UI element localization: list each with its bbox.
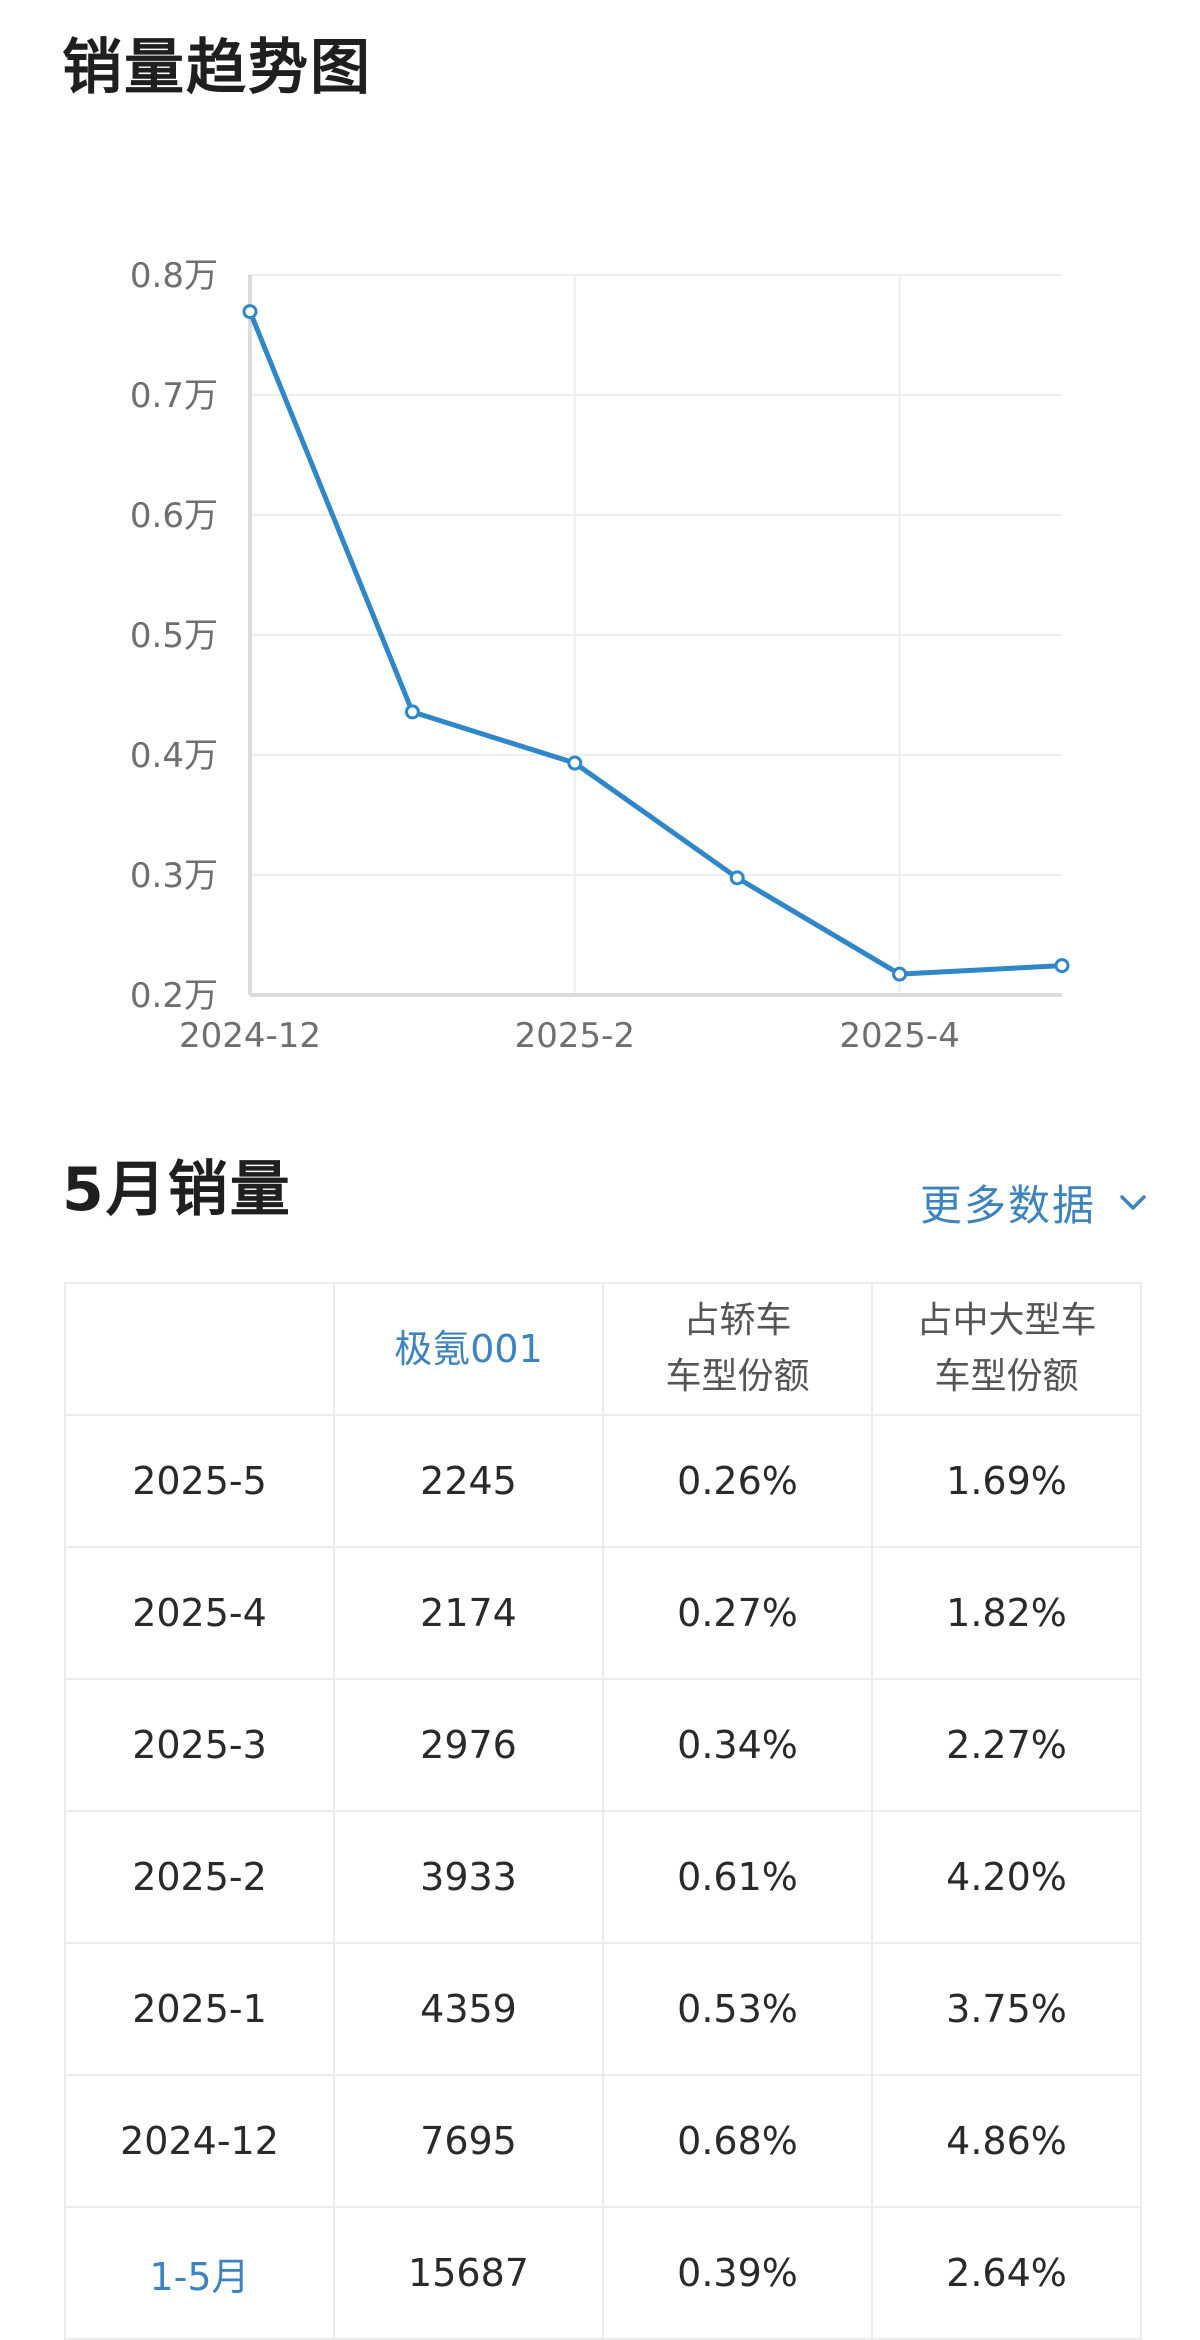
sedan-share-cell: 0.53% xyxy=(602,1942,873,2076)
month-cell: 2025-5 xyxy=(64,1414,335,1548)
y-tick-label: 0.4万 xyxy=(130,736,218,776)
table-row: 2025-3 2976 0.34% 2.27% xyxy=(64,1678,1142,1812)
more-data-dropdown[interactable]: 更多数据 xyxy=(920,1172,1148,1233)
series-line xyxy=(247,309,1065,977)
sales-cell: 4359 xyxy=(333,1942,604,2076)
large-car-share-cell: 4.20% xyxy=(871,1810,1142,1944)
data-point xyxy=(729,870,745,886)
sedan-share-cell: 0.34% xyxy=(602,1678,873,1812)
month-cell: 2025-3 xyxy=(64,1678,335,1812)
table-row: 2025-1 4359 0.53% 3.75% xyxy=(64,1942,1142,2076)
data-point xyxy=(404,704,420,720)
data-point xyxy=(567,755,583,771)
header-line: 车型份额 xyxy=(665,1356,810,1397)
sedan-share-cell: 0.26% xyxy=(602,1414,873,1548)
month-cell: 2025-2 xyxy=(64,1810,335,1944)
y-tick-label: 0.8万 xyxy=(130,256,218,296)
total-large-car-share-cell: 2.64% xyxy=(871,2206,1142,2340)
month-cell: 2025-1 xyxy=(64,1942,335,2076)
header-line: 车型份额 xyxy=(934,1356,1079,1397)
large-car-share-cell: 1.82% xyxy=(871,1546,1142,1680)
x-tick-label: 2025-4 xyxy=(839,1016,959,1056)
y-tick-label: 0.6万 xyxy=(130,496,218,536)
monthly-sales-title: 5月销量 xyxy=(62,1155,292,1225)
y-tick-label: 0.7万 xyxy=(130,376,218,416)
sales-cell: 3933 xyxy=(333,1810,604,1944)
month-cell: 2025-4 xyxy=(64,1546,335,1680)
more-data-label[interactable]: 更多数据 xyxy=(919,1181,1096,1230)
total-sales-cell: 15687 xyxy=(333,2206,604,2340)
header-cell-large-car-share: 占中大型车 车型份额 xyxy=(871,1282,1142,1416)
sales-cell: 2976 xyxy=(333,1678,604,1812)
x-tick-label: 2024-12 xyxy=(179,1016,321,1056)
table-row: 2025-5 2245 0.26% 1.69% xyxy=(64,1414,1142,1548)
header-cell-sedan-share: 占轿车 车型份额 xyxy=(602,1282,873,1416)
sedan-share-cell: 0.68% xyxy=(602,2074,873,2208)
table-total-row: 1-5月 15687 0.39% 2.64% xyxy=(64,2206,1142,2340)
sedan-share-cell: 0.27% xyxy=(602,1546,873,1680)
header-cell-model[interactable]: 极氪001 xyxy=(333,1282,604,1416)
data-point xyxy=(242,304,258,320)
header-line[interactable]: 极氪001 xyxy=(394,1327,543,1371)
table-row: 2025-2 3933 0.61% 4.20% xyxy=(64,1810,1142,1944)
table-header-row: 极氪001 占轿车 车型份额 占中大型车 车型份额 xyxy=(64,1282,1142,1416)
large-car-share-cell: 2.27% xyxy=(871,1678,1142,1812)
header-line: 占轿车 xyxy=(683,1300,792,1341)
header-line: 占中大型车 xyxy=(916,1300,1097,1341)
y-tick-label: 0.2万 xyxy=(130,976,218,1016)
sales-trend-line-chart: 0.8万 0.7万 0.6万 0.5万 0.4万 0.3万 0.2万 2024-12 2025… xyxy=(130,256,1070,1056)
chevron-down-icon[interactable] xyxy=(1118,1193,1148,1213)
total-sedan-share-cell: 0.39% xyxy=(602,2206,873,2340)
large-car-share-cell: 4.86% xyxy=(871,2074,1142,2208)
x-tick-label: 2025-2 xyxy=(515,1016,635,1056)
sales-cell: 7695 xyxy=(333,2074,604,2208)
y-tick-label: 0.3万 xyxy=(130,856,218,896)
sales-cell: 2174 xyxy=(333,1546,604,1680)
table-row: 2025-4 2174 0.27% 1.82% xyxy=(64,1546,1142,1680)
sedan-share-cell: 0.61% xyxy=(602,1810,873,1944)
sales-cell: 2245 xyxy=(333,1414,604,1548)
header-cell-month xyxy=(64,1282,335,1416)
y-tick-label: 0.5万 xyxy=(130,616,218,656)
trend-chart-title: 销量趋势图 xyxy=(62,33,372,103)
data-point xyxy=(1054,958,1070,974)
total-period-link[interactable]: 1-5月 xyxy=(64,2206,335,2340)
data-point xyxy=(892,966,908,982)
month-cell: 2024-12 xyxy=(64,2074,335,2208)
table-row: 2024-12 7695 0.68% 4.86% xyxy=(64,2074,1142,2208)
large-car-share-cell: 3.75% xyxy=(871,1942,1142,2076)
sales-table: 极氪001 占轿车 车型份额 占中大型车 车型份额 2025-5 2245 0.… xyxy=(64,1282,1142,2340)
large-car-share-cell: 1.69% xyxy=(871,1414,1142,1548)
